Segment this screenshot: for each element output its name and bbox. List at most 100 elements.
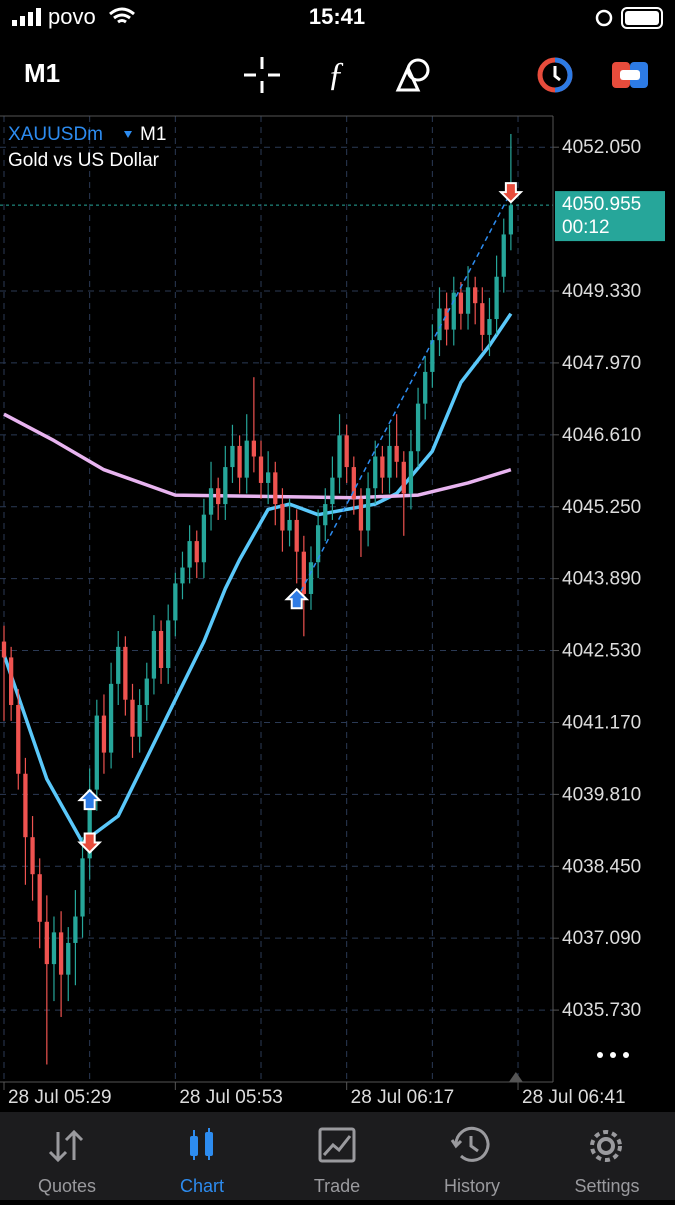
candle-body (258, 456, 264, 483)
carrier: povo (48, 4, 96, 29)
candle-body (473, 287, 478, 304)
candle-body (315, 525, 321, 563)
candle-body (280, 504, 285, 531)
candle-body (373, 456, 378, 489)
candle-body (66, 942, 71, 975)
candle-body (58, 932, 64, 975)
sell-arrow (498, 182, 524, 204)
candle-body (73, 916, 78, 943)
candle-body (437, 308, 442, 341)
candle-body (365, 488, 371, 531)
candle-body (408, 451, 414, 494)
candle-body (351, 467, 356, 499)
candle-body (480, 303, 485, 335)
history-icon[interactable] (450, 1126, 490, 1162)
one-click-icon[interactable] (537, 57, 573, 93)
candle-body (494, 276, 499, 320)
symbol-description: Gold vs US Dollar (8, 150, 160, 171)
indicators-icon[interactable]: ƒ (328, 56, 345, 93)
candle-body (465, 287, 471, 314)
candle-body (244, 440, 249, 478)
crosshair-icon[interactable] (244, 57, 280, 93)
candle-body (508, 205, 514, 235)
tab-label[interactable]: Chart (180, 1176, 224, 1196)
moving-average (3, 412, 512, 500)
candle-body (166, 620, 171, 668)
candle-body (380, 456, 385, 478)
quotes-icon[interactable] (48, 1129, 84, 1163)
candle-body (8, 657, 14, 706)
candle-body (87, 789, 92, 859)
tab-label[interactable]: Trade (314, 1176, 360, 1196)
candle-body (430, 340, 435, 372)
candle-body (173, 583, 178, 621)
candle-body (16, 705, 21, 774)
trade-tab-icon[interactable] (318, 1127, 356, 1163)
candle-body (230, 445, 235, 468)
y-tick-label: 4049.330 (562, 281, 641, 302)
clock: 15:41 (309, 4, 365, 29)
y-tick-label: 4039.810 (562, 784, 641, 805)
y-tick-label: 4043.890 (562, 569, 641, 590)
trade-link (296, 191, 512, 600)
symbol-dropdown-icon[interactable] (124, 131, 132, 138)
candle-body (358, 498, 364, 531)
candle-body (294, 519, 299, 552)
chart[interactable]: 4052.050 4049.330 4047.970 4046.610 4045.250… (0, 116, 665, 1108)
candle-body (487, 319, 492, 335)
current-bar-marker (508, 1072, 523, 1082)
y-tick-label: 4035.730 (562, 1000, 641, 1021)
objects-icon[interactable] (395, 58, 430, 92)
candle-body (137, 705, 142, 737)
timeframe-button[interactable]: M1 (24, 58, 60, 88)
bar-timer: 00:12 (562, 217, 610, 238)
candle-body (80, 858, 85, 917)
candle-body (251, 440, 257, 457)
candle-body (158, 630, 164, 668)
candle-body (180, 567, 185, 584)
buy-arrow (284, 587, 310, 610)
candle-body (401, 461, 406, 494)
candle-body (23, 773, 28, 838)
tab-bar (0, 1112, 675, 1200)
chart-timeframe: M1 (140, 124, 166, 145)
candle-body (151, 630, 157, 679)
candle-body (101, 715, 107, 753)
candle-body (201, 514, 207, 563)
candle-body (237, 445, 242, 478)
y-tick-label: 4041.170 (562, 712, 641, 733)
bid-box (555, 191, 665, 242)
settings-icon[interactable] (590, 1130, 622, 1162)
tab-label[interactable]: History (444, 1176, 500, 1196)
candle-body (308, 562, 314, 594)
candle-body (301, 551, 306, 594)
candle-body (194, 541, 199, 563)
candle-body (123, 646, 128, 700)
y-tick-label: 4046.610 (562, 425, 641, 446)
chart-icon[interactable] (190, 1128, 213, 1160)
symbol[interactable]: XAUUSDm (8, 124, 103, 145)
y-tick-label: 4052.050 (562, 137, 641, 158)
sell-arrow (77, 832, 103, 854)
candle-body (144, 678, 149, 706)
candle-body (287, 519, 292, 531)
candle-body (187, 541, 192, 568)
candle-body (387, 445, 392, 478)
candle-body (273, 472, 278, 505)
x-tick-label: 28 Jul 06:41 (522, 1087, 626, 1108)
battery-icon (621, 7, 663, 29)
candle-body (108, 683, 114, 753)
candle-body (37, 874, 42, 922)
candle-body (415, 403, 421, 452)
tab-label[interactable]: Settings (574, 1176, 639, 1196)
trade-icon[interactable] (612, 62, 648, 88)
more-icon[interactable] (597, 1052, 629, 1058)
moving-average (2, 312, 513, 845)
candle-body (330, 477, 335, 505)
candle-body (323, 504, 328, 526)
candle-body (130, 699, 135, 737)
tab-label[interactable]: Quotes (38, 1176, 96, 1196)
candle-body (266, 472, 271, 483)
rotation-lock-icon (595, 9, 613, 27)
